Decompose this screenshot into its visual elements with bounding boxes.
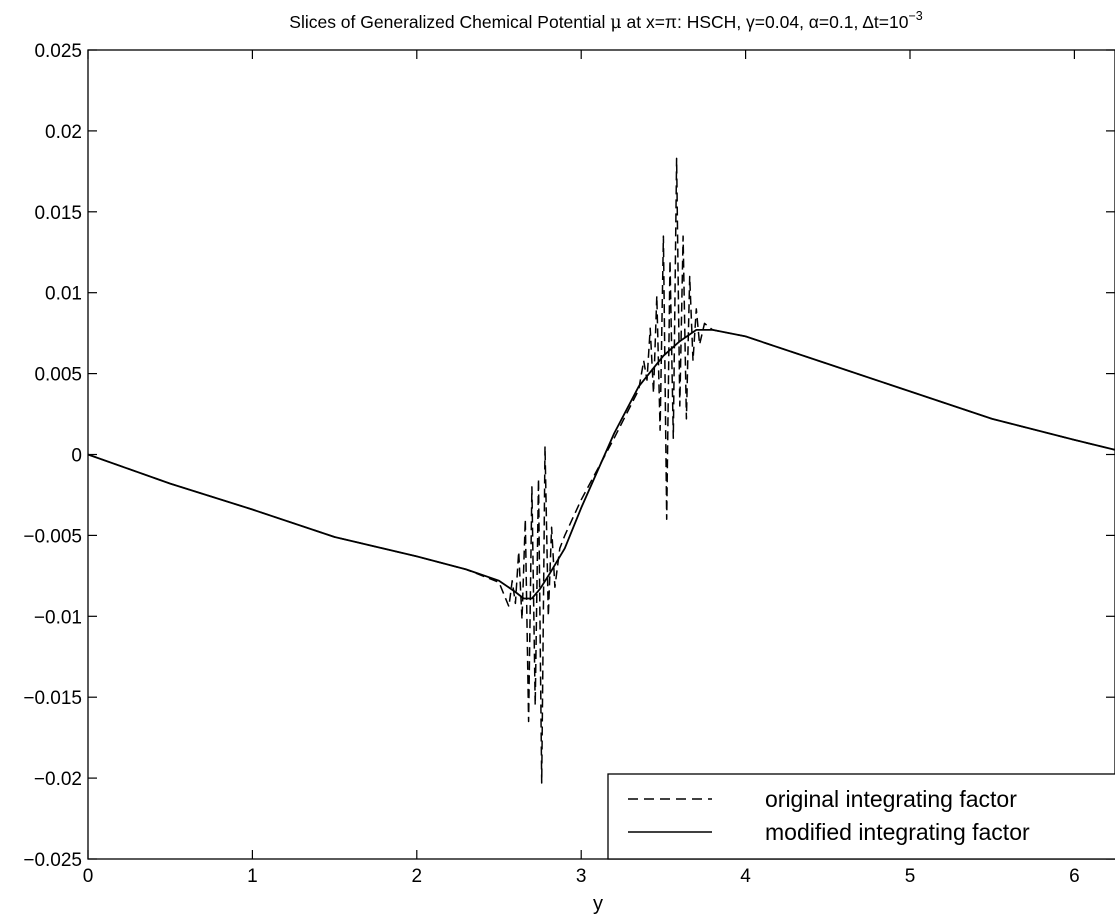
x-tick-label: 2 (412, 866, 423, 887)
y-tick-label: −0.015 (23, 688, 82, 709)
x-tick-label: 1 (247, 866, 258, 887)
plot-area (87, 49, 1115, 860)
y-tick-label: −0.025 (23, 850, 82, 871)
x-tick-label: 0 (83, 866, 94, 887)
x-tick-label: 4 (740, 866, 751, 887)
y-tick-label: 0.015 (34, 203, 82, 224)
y-tick-label: 0 (71, 446, 82, 467)
y-axis: 0.025 0.02 0.015 0.01 0.005 0 −0.005 −0.01 −0.01… (23, 41, 1115, 871)
y-tick-label: −0.005 (23, 526, 82, 547)
x-tick-label: 6 (1069, 866, 1080, 887)
series-layer (87, 157, 1115, 784)
x-axis: 0 1 2 3 4 5 6 (83, 50, 1080, 887)
series-line-modified (87, 329, 1115, 600)
y-tick-label: −0.01 (34, 607, 82, 628)
mu-symbol: μ (610, 13, 621, 33)
x-tick-label: 5 (905, 866, 916, 887)
legend-label-original: original integrating factor (765, 786, 1017, 812)
title-exponent: −3 (908, 9, 922, 23)
y-tick-label: 0.01 (45, 284, 82, 305)
legend: original integrating factor modified int… (607, 773, 1115, 860)
series-line-original (87, 157, 1115, 784)
x-tick-label: 3 (576, 866, 587, 887)
y-tick-label: 0.02 (45, 122, 82, 143)
legend-label-modified: modified integrating factor (765, 819, 1030, 845)
y-tick-label: 0.005 (34, 365, 82, 386)
x-axis-label: y (593, 893, 603, 915)
y-tick-label: −0.02 (34, 769, 82, 790)
y-tick-label: 0.025 (34, 41, 82, 62)
legend-box (607, 773, 1115, 860)
chart-title: Slices of Generalized Chemical Potential… (289, 9, 922, 33)
